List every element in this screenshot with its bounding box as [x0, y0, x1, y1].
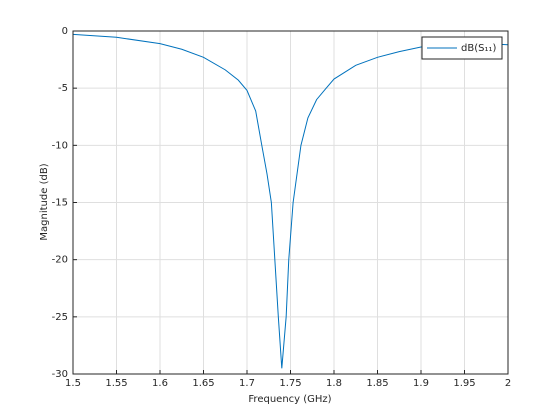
x-tick-label: 1.6	[152, 378, 168, 389]
plot	[72, 33, 509, 369]
x-tick-label: 1.75	[279, 378, 301, 389]
y-tick-label: 0	[62, 26, 68, 37]
legend-box	[421, 36, 503, 60]
x-tick-label: 1.5	[65, 378, 81, 389]
y-tick-label: -25	[52, 312, 68, 323]
x-tick-label: 1.85	[366, 378, 388, 389]
legend: dB(S₁₁)	[421, 36, 503, 60]
x-tick-label: 2	[505, 378, 511, 389]
x-axis-label: Frequency (GHz)	[248, 394, 331, 405]
y-tick-label: -15	[52, 198, 68, 209]
y-tick-label: -5	[58, 83, 68, 94]
line-series	[72, 33, 509, 369]
x-tick-label: 1.65	[192, 378, 214, 389]
y-axis-label: Magnitude (dB)	[39, 163, 50, 240]
x-tick-label: 1.7	[239, 378, 255, 389]
x-tick-label: 1.8	[326, 378, 342, 389]
x-tick-label: 1.9	[413, 378, 429, 389]
x-tick-label: 1.95	[453, 378, 475, 389]
y-tick-label: -10	[52, 140, 68, 151]
y-tick-label: -30	[52, 369, 68, 380]
x-tick-label: 1.55	[105, 378, 127, 389]
y-tick-label: -20	[52, 255, 68, 266]
legend-label: dB(S₁₁)	[461, 43, 496, 54]
